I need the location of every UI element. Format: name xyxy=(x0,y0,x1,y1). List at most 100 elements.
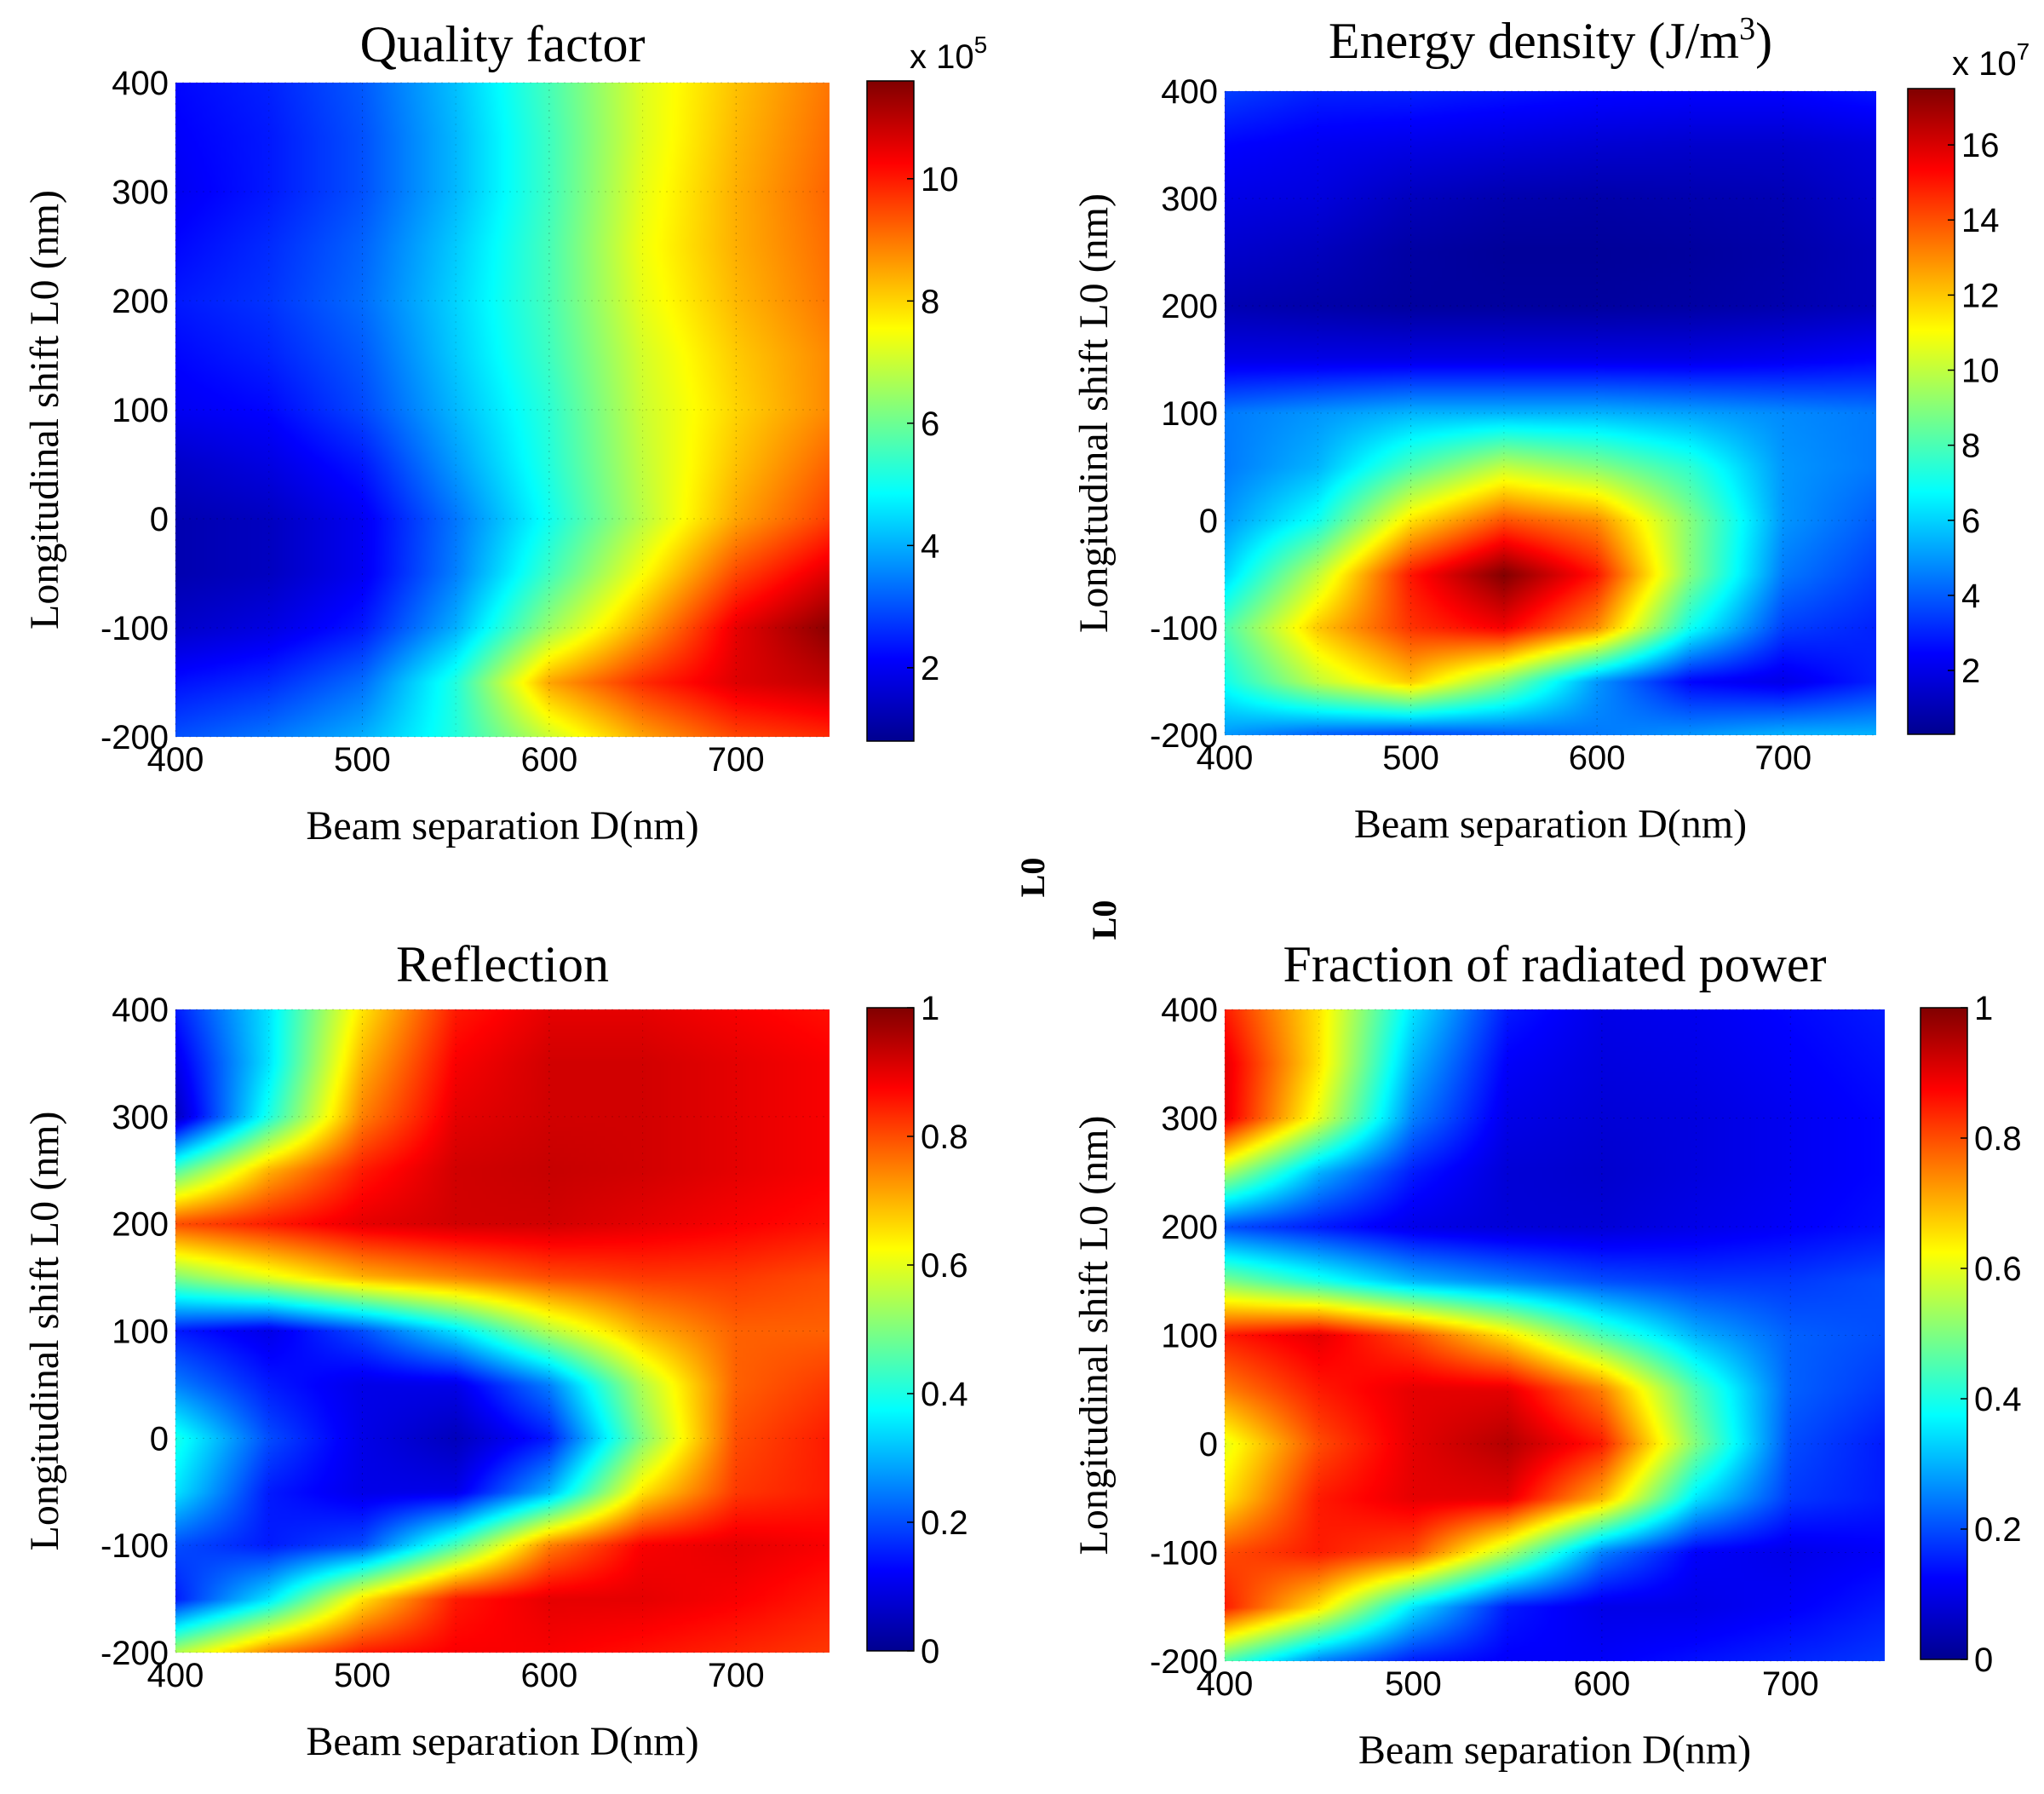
panel-title-superscript: 3 xyxy=(1739,11,1755,47)
heatmap-panel-1: Quality factor 400 500 600 700 -200 -100 0 100 20… xyxy=(22,16,987,848)
colorbar-tick-label: 0 xyxy=(1974,1642,1993,1679)
y-tick-label: -100 xyxy=(100,610,169,647)
heatmap-image xyxy=(1225,1009,1885,1661)
colorbar xyxy=(1907,88,1955,735)
colorbar-tick-label: 12 xyxy=(1961,277,2000,314)
x-tick-label: 600 xyxy=(1573,1665,1630,1703)
panel-title-text: Quality factor xyxy=(360,16,646,72)
colorbar xyxy=(1920,1007,1968,1660)
colorbar-tick-label: 0.8 xyxy=(1974,1120,2022,1158)
colorbar-exponent-base: x 10 xyxy=(1952,45,2017,83)
x-tick-label: 700 xyxy=(1762,1665,1819,1703)
colorbar xyxy=(866,80,915,742)
y-tick-label: 0 xyxy=(1199,1426,1218,1463)
panel-title: Energy density (J/m3) xyxy=(1329,11,1772,69)
colorbar-exponent-power: 7 xyxy=(2017,38,2030,65)
y-tick-label: 200 xyxy=(1161,1209,1218,1246)
y-tick-label: 0 xyxy=(1199,503,1218,540)
colorbar-tick-label: 6 xyxy=(921,405,939,443)
colorbar-tick-label: 16 xyxy=(1961,127,2000,164)
colorbar-tick-label: 0.8 xyxy=(921,1118,968,1156)
x-tick-label: 500 xyxy=(334,741,391,779)
stray-label-2: L0 xyxy=(1085,900,1123,940)
colorbar-tick-label: 1 xyxy=(1974,990,1993,1027)
y-tick-label: 400 xyxy=(112,992,169,1029)
heatmap-image xyxy=(175,1009,830,1653)
x-tick-label: 700 xyxy=(1754,739,1811,777)
y-axis-label: Longitudinal shift L0 (nm) xyxy=(1071,193,1117,633)
heatmap-image xyxy=(1225,91,1876,735)
colorbar-exponent-power: 5 xyxy=(974,32,988,58)
colorbar-tick-label: 0.6 xyxy=(1974,1251,2022,1288)
x-tick-label: 400 xyxy=(1197,739,1254,777)
y-tick-label: 300 xyxy=(1161,1101,1218,1138)
x-tick-label: 700 xyxy=(708,741,765,779)
colorbar-tick-label: 2 xyxy=(1961,653,1980,690)
y-tick-label: -100 xyxy=(1150,1535,1218,1573)
x-axis-label: Beam separation D(nm) xyxy=(1358,1728,1751,1773)
y-tick-label: 400 xyxy=(112,65,169,102)
x-axis-label: Beam separation D(nm) xyxy=(306,1719,698,1764)
y-tick-label: 300 xyxy=(112,174,169,211)
heatmap-panel-3: Reflection 400 500 600 700 -200 -100 0 100 200 300… xyxy=(22,936,968,1764)
y-tick-label: 300 xyxy=(112,1099,169,1136)
y-tick-label: -200 xyxy=(1150,1643,1218,1681)
stray-label-1: L0 xyxy=(1013,858,1052,898)
panel-title: Fraction of radiated power xyxy=(1283,936,1826,992)
colorbar-tick-label: 10 xyxy=(1961,353,2000,390)
x-tick-label: 500 xyxy=(1385,1665,1442,1703)
colorbar-tick-label: 4 xyxy=(921,527,939,565)
panel-title-text: Reflection xyxy=(396,936,609,992)
colorbar-tick-label: 1 xyxy=(921,990,939,1027)
x-tick-label: 600 xyxy=(520,1657,577,1694)
colorbar-tick-label: 0 xyxy=(921,1633,939,1670)
x-tick-label: 500 xyxy=(334,1657,391,1694)
y-tick-label: -100 xyxy=(1150,610,1218,647)
y-axis-label: Longitudinal shift L0 (nm) xyxy=(22,190,67,630)
y-tick-label: 200 xyxy=(112,1206,169,1244)
heatmap-panel-2: Energy density (J/m3) 400 500 600 700 -200 -10… xyxy=(1071,11,2030,847)
x-axis-label: Beam separation D(nm) xyxy=(1354,802,1747,847)
x-axis-label: Beam separation D(nm) xyxy=(306,803,698,848)
y-tick-label: 200 xyxy=(1161,288,1218,325)
panel-title-end: ) xyxy=(1755,13,1772,69)
y-tick-label: 300 xyxy=(1161,181,1218,218)
colorbar-tick-label: 8 xyxy=(921,283,939,320)
y-tick-label: 100 xyxy=(112,1314,169,1351)
panel-title: Reflection xyxy=(396,936,609,992)
heatmap-image xyxy=(175,83,830,737)
colorbar-tick-label: 2 xyxy=(921,650,939,687)
colorbar xyxy=(866,1007,915,1652)
colorbar-tick-label: 14 xyxy=(1961,202,2000,239)
x-tick-label: 700 xyxy=(708,1657,765,1694)
y-tick-label: 100 xyxy=(1161,1318,1218,1355)
colorbar-tick-label: 4 xyxy=(1961,578,1980,615)
panel-title: Quality factor xyxy=(360,16,646,72)
colorbar-tick-label: 0.4 xyxy=(1974,1381,2022,1418)
colorbar-tick-label: 10 xyxy=(921,161,959,198)
colorbar-tick-label: 8 xyxy=(1961,428,1980,465)
y-tick-label: 200 xyxy=(112,283,169,320)
colorbar-exponent-base: x 10 xyxy=(910,38,974,76)
colorbar-tick-label: 0.4 xyxy=(921,1376,968,1413)
y-tick-label: -200 xyxy=(100,719,169,756)
x-tick-label: 400 xyxy=(147,741,204,779)
x-tick-label: 600 xyxy=(520,741,577,779)
panel-title-text: Energy density (J/m xyxy=(1329,13,1739,69)
y-tick-label: 100 xyxy=(112,392,169,429)
y-axis-label: Longitudinal shift L0 (nm) xyxy=(22,1112,67,1551)
y-tick-label: 100 xyxy=(1161,395,1218,433)
y-tick-label: 0 xyxy=(150,1420,169,1458)
panel-title-text: Fraction of radiated power xyxy=(1283,936,1826,992)
y-tick-label: 400 xyxy=(1161,992,1218,1029)
y-axis-label: Longitudinal shift L0 (nm) xyxy=(1071,1116,1117,1555)
y-tick-label: 400 xyxy=(1161,73,1218,111)
y-tick-label: 0 xyxy=(150,501,169,538)
x-tick-label: 400 xyxy=(1197,1665,1254,1703)
y-tick-label: -200 xyxy=(100,1635,169,1672)
colorbar-exponent: x 105 xyxy=(910,32,987,76)
y-tick-label: -200 xyxy=(1150,717,1218,755)
colorbar-exponent: x 107 xyxy=(1952,38,2030,83)
x-tick-label: 500 xyxy=(1382,739,1439,777)
colorbar-tick-label: 0.2 xyxy=(921,1504,968,1542)
